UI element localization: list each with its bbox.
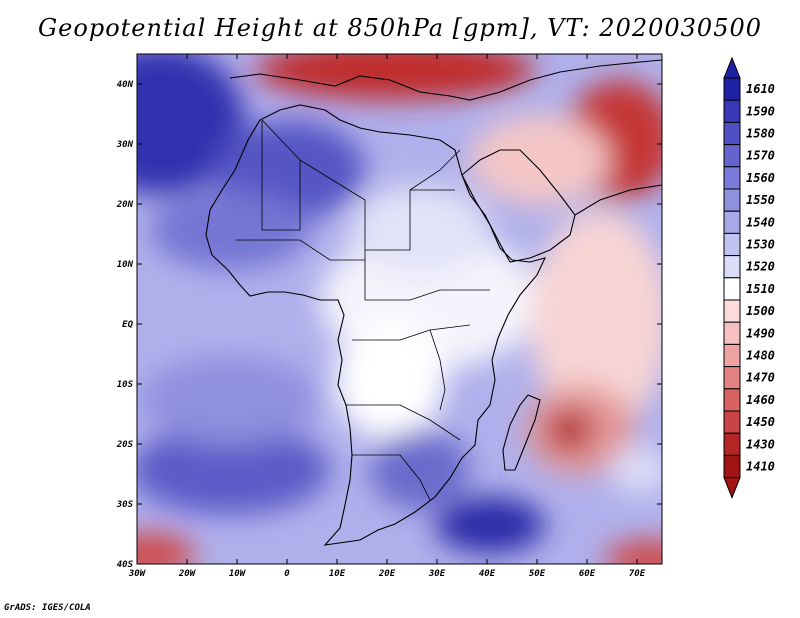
south-atlantic-high-blob [137, 425, 330, 515]
lon-tick-label: 0 [284, 569, 290, 579]
madagascar-coastline [502, 394, 541, 471]
indian-ocean-low-blob [530, 210, 662, 430]
colorbar-level-label: 1520 [746, 260, 775, 274]
persian-coast [574, 184, 662, 216]
colorbar-swatch [723, 121, 741, 146]
lat-tick-label: 40N [117, 80, 134, 90]
mediterranean-north-coast [229, 59, 662, 101]
lon-tick-label: 20W [178, 569, 197, 579]
cyclone-core-blob [548, 410, 592, 450]
southern-africa-high-blob [370, 430, 470, 510]
colorbar-level-label: 1560 [746, 171, 775, 185]
mediterranean-low-blob [255, 54, 535, 100]
colorbar-level-label: 1500 [746, 304, 775, 318]
africa-coastline [205, 104, 547, 546]
lat-tick-label: EQ [122, 320, 133, 330]
contour-field [137, 54, 662, 564]
colorbar-level-label: 1540 [746, 215, 775, 229]
colorbar-swatch [723, 188, 741, 212]
lon-tick-label: 50E [529, 569, 546, 579]
arabia-pink-blob [470, 115, 610, 205]
colorbar-swatch [723, 321, 741, 345]
colorbar-level-label: 1510 [746, 282, 775, 296]
southern-indian-light-blob [610, 445, 662, 495]
colorbar-swatch [723, 410, 741, 434]
colorbar-swatch [723, 366, 741, 390]
country-borders [236, 119, 490, 501]
colorbar-swatch [723, 299, 741, 323]
colorbar-swatch [723, 210, 741, 234]
border-egypt-libya [409, 149, 461, 191]
south-atlantic-ridge-blob [140, 355, 320, 445]
arabia-coastline [461, 149, 576, 263]
sudan-plateau [350, 185, 490, 275]
colorbar-swatch [723, 277, 741, 301]
colorbar-swatch [723, 388, 741, 412]
lat-tick-label: 30N [116, 140, 134, 150]
plot-frame [136, 53, 663, 565]
colorbar-level-label: 1430 [746, 437, 775, 451]
lat-tick-label: 10S [117, 380, 134, 390]
colorbar-level-label: 1470 [746, 371, 775, 385]
central-africa-plateau [335, 320, 445, 440]
colorbar-level-label: 1450 [746, 415, 775, 429]
border-angola [346, 404, 461, 441]
colorbar-swatch [723, 343, 741, 368]
border-sahara-mid [299, 159, 455, 251]
lat-tick-label: 30S [116, 500, 134, 510]
lon-tick-label: 40E [479, 569, 496, 579]
border-rift-lakes [429, 329, 446, 411]
colorbar-swatch [723, 232, 741, 257]
lon-tick-label: 10W [229, 569, 247, 579]
lat-tick-label: 20N [116, 200, 134, 210]
colorbar-swatch [723, 77, 741, 101]
colorbar-level-label: 1550 [746, 193, 775, 207]
grads-credit: GrADS: IGES/COLA [4, 603, 91, 613]
colorbar-swatch [723, 166, 741, 190]
colorbar-level-label: 1580 [746, 127, 775, 141]
lat-tick-label: 20S [116, 440, 134, 450]
border-west-sahara [261, 119, 301, 231]
latitude-ticks: 40N 30N 20N 10N EQ 10S 20S 30S 40S [116, 80, 662, 570]
colorbar-level-label: 1460 [746, 393, 775, 407]
colorbar-level-label: 1590 [746, 104, 775, 118]
lon-tick-label: 30W [128, 569, 147, 579]
coastlines [205, 59, 662, 546]
border-central [364, 250, 490, 301]
lat-tick-label: 10N [117, 260, 134, 270]
colorbar-swatch [723, 99, 741, 123]
colorbar-swatch [723, 432, 741, 456]
colorbar-swatch [723, 144, 741, 168]
colorbar-bottom-arrow [723, 477, 741, 499]
colorbar-level-label: 1610 [746, 82, 775, 96]
lon-tick-label: 60E [579, 569, 596, 579]
lon-tick-label: 70E [629, 569, 646, 579]
sw-indian-high-core [435, 497, 545, 553]
colorbar-level-label: 1410 [746, 460, 775, 474]
border-namibia [352, 454, 431, 501]
colorbar: 1610 1590 1580 1570 1560 1550 1540 1530 1520 1510… [723, 56, 775, 499]
lon-tick-label: 20E [378, 569, 396, 579]
colorbar-level-label: 1490 [746, 326, 775, 340]
colorbar-swatch [723, 454, 741, 479]
map-title: Geopotential Height at 850hPa [gpm], VT:… [38, 14, 762, 42]
longitude-ticks: 30W 20W 10W 0 10E 20E 30E 40E 50E 60E 70E [128, 54, 646, 579]
colorbar-level-label: 1530 [746, 238, 775, 252]
colorbar-top-arrow [723, 56, 741, 79]
lon-tick-label: 30E [428, 569, 446, 579]
lat-tick-label: 40S [117, 560, 134, 570]
colorbar-swatch [723, 255, 741, 279]
west-africa-high-blob [150, 190, 310, 270]
lon-tick-label: 10E [329, 569, 346, 579]
border-sahel [236, 239, 365, 261]
border-congo [352, 324, 471, 341]
field-blobs [137, 54, 662, 564]
southern-low-west-blob [137, 533, 195, 564]
southern-low-east-blob [605, 540, 662, 564]
colorbar-level-label: 1570 [746, 149, 775, 163]
colorbar-level-label: 1480 [746, 349, 775, 363]
